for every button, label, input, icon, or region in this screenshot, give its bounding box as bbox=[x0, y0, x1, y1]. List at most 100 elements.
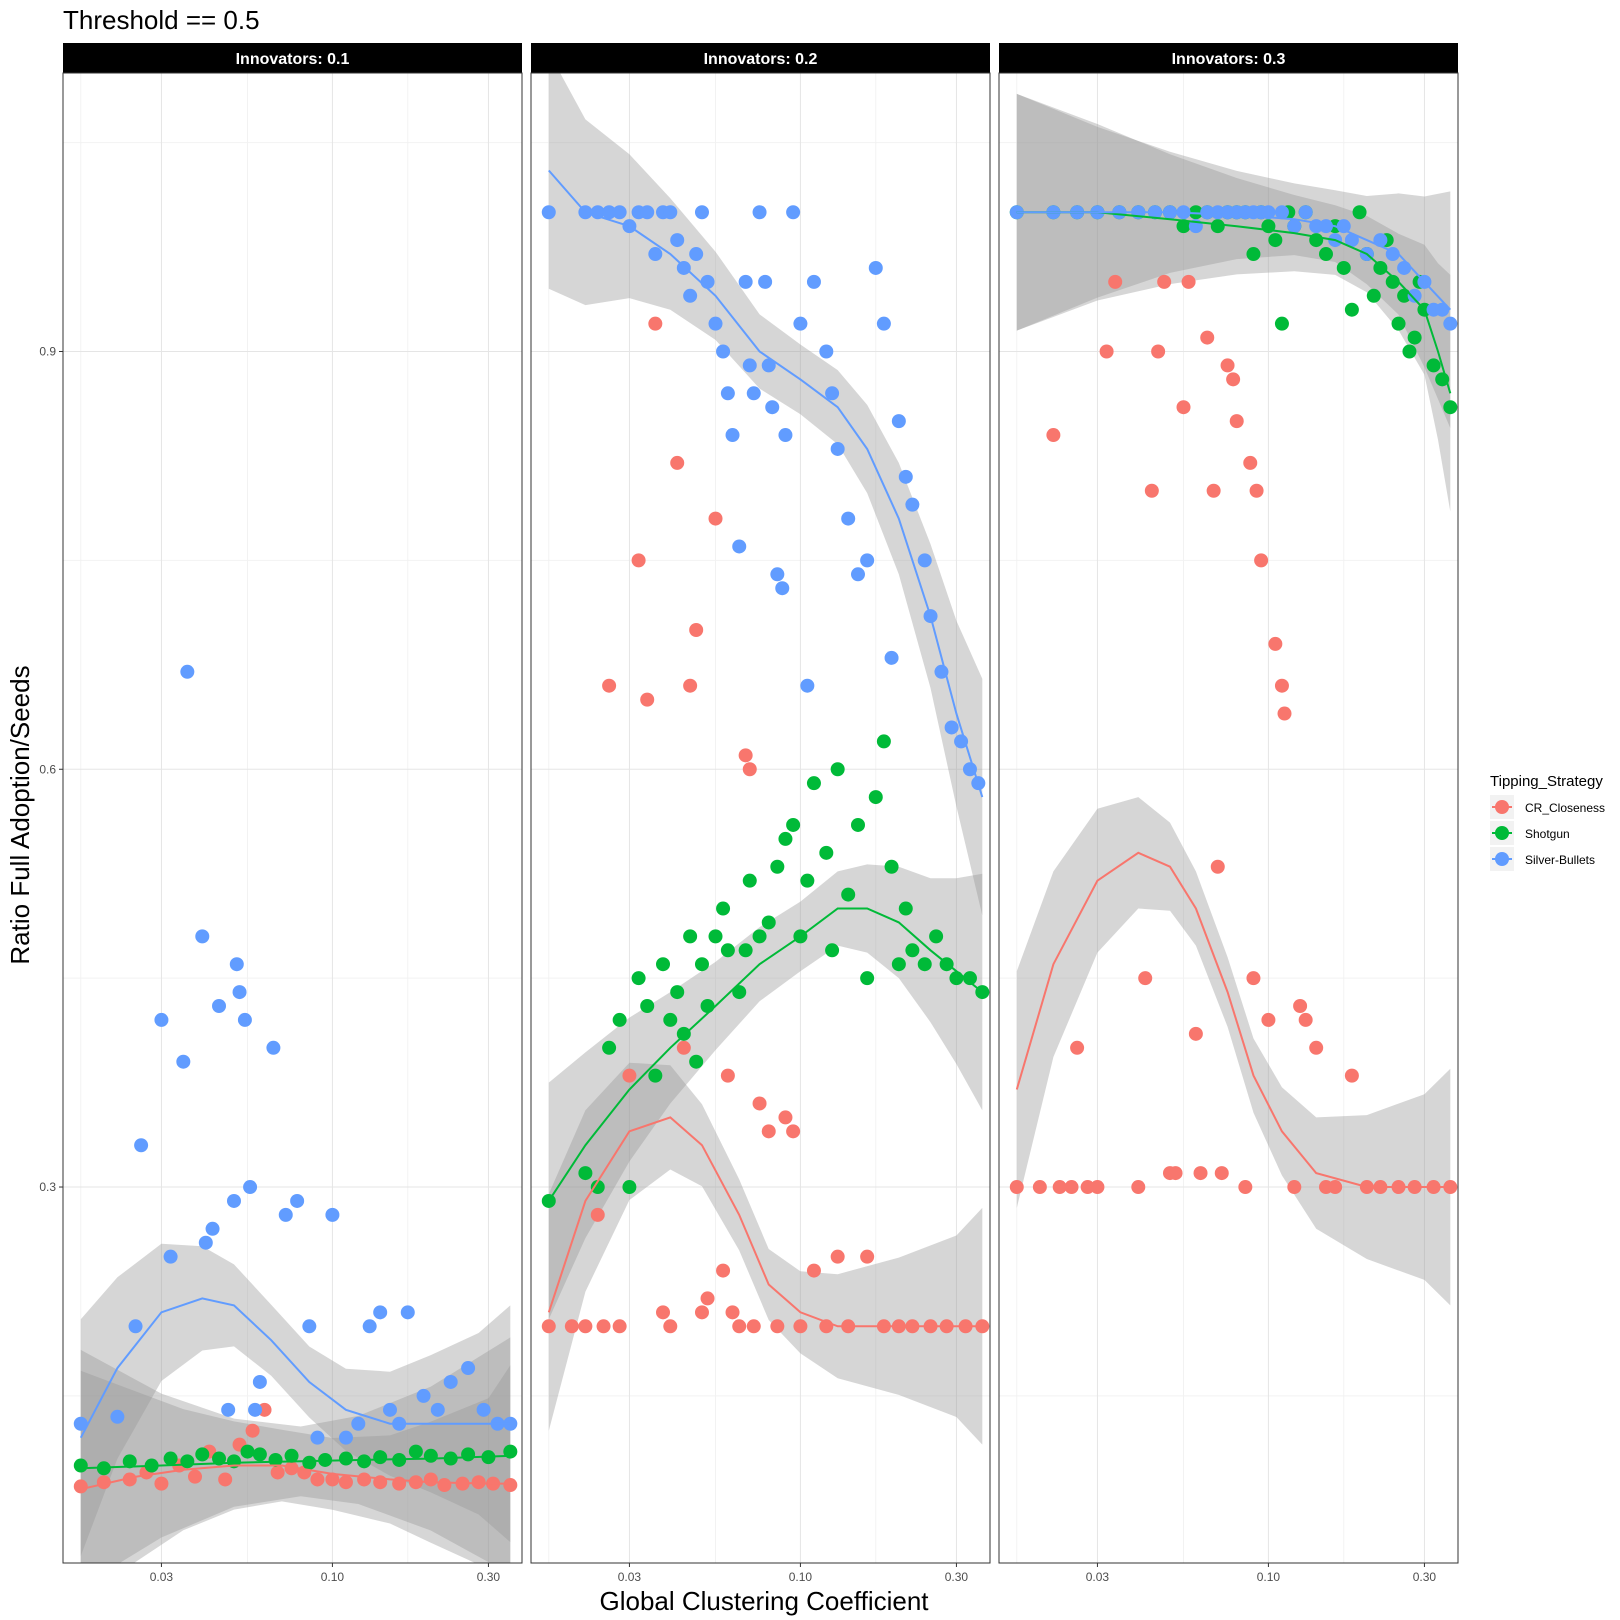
point-cr-closeness bbox=[1246, 971, 1261, 986]
point-silver-bullets bbox=[1274, 205, 1289, 220]
point-shotgun bbox=[1344, 302, 1359, 317]
point-cr-closeness bbox=[738, 748, 753, 763]
point-silver-bullets bbox=[1443, 316, 1458, 331]
point-cr-closeness bbox=[708, 511, 723, 526]
point-silver-bullets bbox=[640, 205, 655, 220]
smooth-line-cr-closeness bbox=[80, 1464, 511, 1491]
point-cr-closeness bbox=[1293, 998, 1308, 1013]
point-shotgun bbox=[302, 1455, 317, 1470]
point-silver-bullets bbox=[302, 1319, 317, 1334]
point-shotgun bbox=[122, 1454, 137, 1469]
point-silver-bullets bbox=[266, 1040, 281, 1055]
point-shotgun bbox=[683, 929, 698, 944]
point-silver-bullets bbox=[700, 274, 715, 289]
legend-swatch-cr-closeness bbox=[1495, 800, 1509, 814]
confidence-band-silver-bullets bbox=[548, 73, 983, 916]
point-silver-bullets bbox=[163, 1249, 178, 1264]
point-shotgun bbox=[1268, 233, 1283, 248]
point-silver-bullets bbox=[362, 1319, 377, 1334]
point-silver-bullets bbox=[503, 1416, 518, 1431]
point-shotgun bbox=[1246, 247, 1261, 262]
point-cr-closeness bbox=[541, 1319, 556, 1334]
point-silver-bullets bbox=[226, 1193, 241, 1208]
point-cr-closeness bbox=[732, 1319, 747, 1334]
x-tick-label: 0.10 bbox=[321, 1570, 345, 1584]
point-shotgun bbox=[648, 1068, 663, 1083]
x-tick-label: 0.10 bbox=[789, 1570, 813, 1584]
point-silver-bullets bbox=[708, 316, 723, 331]
confidence-band-shotgun bbox=[1016, 93, 1451, 512]
facet-panels: Innovators: 0.10.03 0.10 0.300.30.60.9Inno… bbox=[39, 43, 1459, 1584]
point-silver-bullets bbox=[841, 511, 856, 526]
point-shotgun bbox=[212, 1451, 227, 1466]
point-cr-closeness bbox=[284, 1461, 299, 1476]
point-silver-bullets bbox=[229, 957, 244, 972]
point-cr-closeness bbox=[1443, 1180, 1458, 1195]
legend-label-cr-closeness: CR_Closeness bbox=[1525, 801, 1605, 815]
panel-data-layer bbox=[541, 73, 990, 1445]
legend-item-silver-bullets: Silver-Bullets bbox=[1490, 847, 1595, 871]
point-cr-closeness bbox=[1210, 859, 1225, 874]
point-silver-bullets bbox=[830, 441, 845, 456]
point-shotgun bbox=[252, 1447, 267, 1462]
point-shotgun bbox=[786, 817, 801, 832]
point-cr-closeness bbox=[830, 1249, 845, 1264]
point-silver-bullets bbox=[310, 1430, 325, 1445]
point-cr-closeness bbox=[1181, 274, 1196, 289]
point-cr-closeness bbox=[746, 1319, 761, 1334]
point-silver-bullets bbox=[541, 205, 556, 220]
facet-strip-label: Innovators: 0.1 bbox=[236, 51, 350, 68]
point-cr-closeness bbox=[154, 1476, 169, 1491]
point-shotgun bbox=[1352, 205, 1367, 220]
point-cr-closeness bbox=[1220, 358, 1235, 373]
point-shotgun bbox=[732, 985, 747, 1000]
point-cr-closeness bbox=[1193, 1166, 1208, 1181]
point-silver-bullets bbox=[110, 1409, 125, 1424]
panel-background bbox=[999, 73, 1458, 1563]
point-shotgun bbox=[752, 929, 767, 944]
point-cr-closeness bbox=[793, 1319, 808, 1334]
point-shotgun bbox=[917, 957, 932, 972]
point-cr-closeness bbox=[596, 1319, 611, 1334]
point-silver-bullets bbox=[742, 358, 757, 373]
legend-label-silver-bullets: Silver-Bullets bbox=[1525, 853, 1595, 867]
point-cr-closeness bbox=[1249, 483, 1264, 498]
point-shotgun bbox=[670, 985, 685, 1000]
point-shotgun bbox=[694, 957, 709, 972]
point-silver-bullets bbox=[338, 1430, 353, 1445]
point-silver-bullets bbox=[663, 205, 678, 220]
point-cr-closeness bbox=[860, 1249, 875, 1264]
legend-item-shotgun: Shotgun bbox=[1490, 821, 1570, 845]
point-cr-closeness bbox=[1131, 1180, 1146, 1195]
point-cr-closeness bbox=[1070, 1040, 1085, 1055]
point-shotgun bbox=[1176, 219, 1191, 234]
x-tick-label: 0.30 bbox=[945, 1570, 969, 1584]
smooth-line-shotgun bbox=[547, 907, 983, 1202]
point-shotgun bbox=[373, 1450, 388, 1465]
point-silver-bullets bbox=[825, 386, 840, 401]
point-silver-bullets bbox=[738, 274, 753, 289]
point-cr-closeness bbox=[1274, 678, 1289, 693]
point-silver-bullets bbox=[898, 469, 913, 484]
point-silver-bullets bbox=[248, 1402, 263, 1417]
point-silver-bullets bbox=[73, 1416, 88, 1431]
point-shotgun bbox=[742, 873, 757, 888]
point-cr-closeness bbox=[1298, 1012, 1313, 1027]
smooth-line-shotgun bbox=[80, 1454, 511, 1470]
point-cr-closeness bbox=[1268, 636, 1283, 651]
point-silver-bullets bbox=[746, 386, 761, 401]
point-silver-bullets bbox=[944, 720, 959, 735]
point-shotgun bbox=[720, 943, 735, 958]
point-shotgun bbox=[1318, 247, 1333, 262]
point-silver-bullets bbox=[602, 205, 617, 220]
facet-strip bbox=[63, 43, 522, 73]
point-shotgun bbox=[1336, 260, 1351, 275]
point-cr-closeness bbox=[564, 1319, 579, 1334]
panel-background bbox=[531, 73, 990, 1563]
facet-panel-2: Innovators: 0.2 0.03 0.10 0.30 bbox=[530, 43, 991, 1584]
point-shotgun bbox=[1391, 316, 1406, 331]
point-cr-closeness bbox=[622, 1068, 637, 1083]
point-cr-closeness bbox=[1052, 1180, 1067, 1195]
point-cr-closeness bbox=[1046, 428, 1061, 443]
confidence-band-silver-bullets bbox=[1016, 93, 1451, 429]
